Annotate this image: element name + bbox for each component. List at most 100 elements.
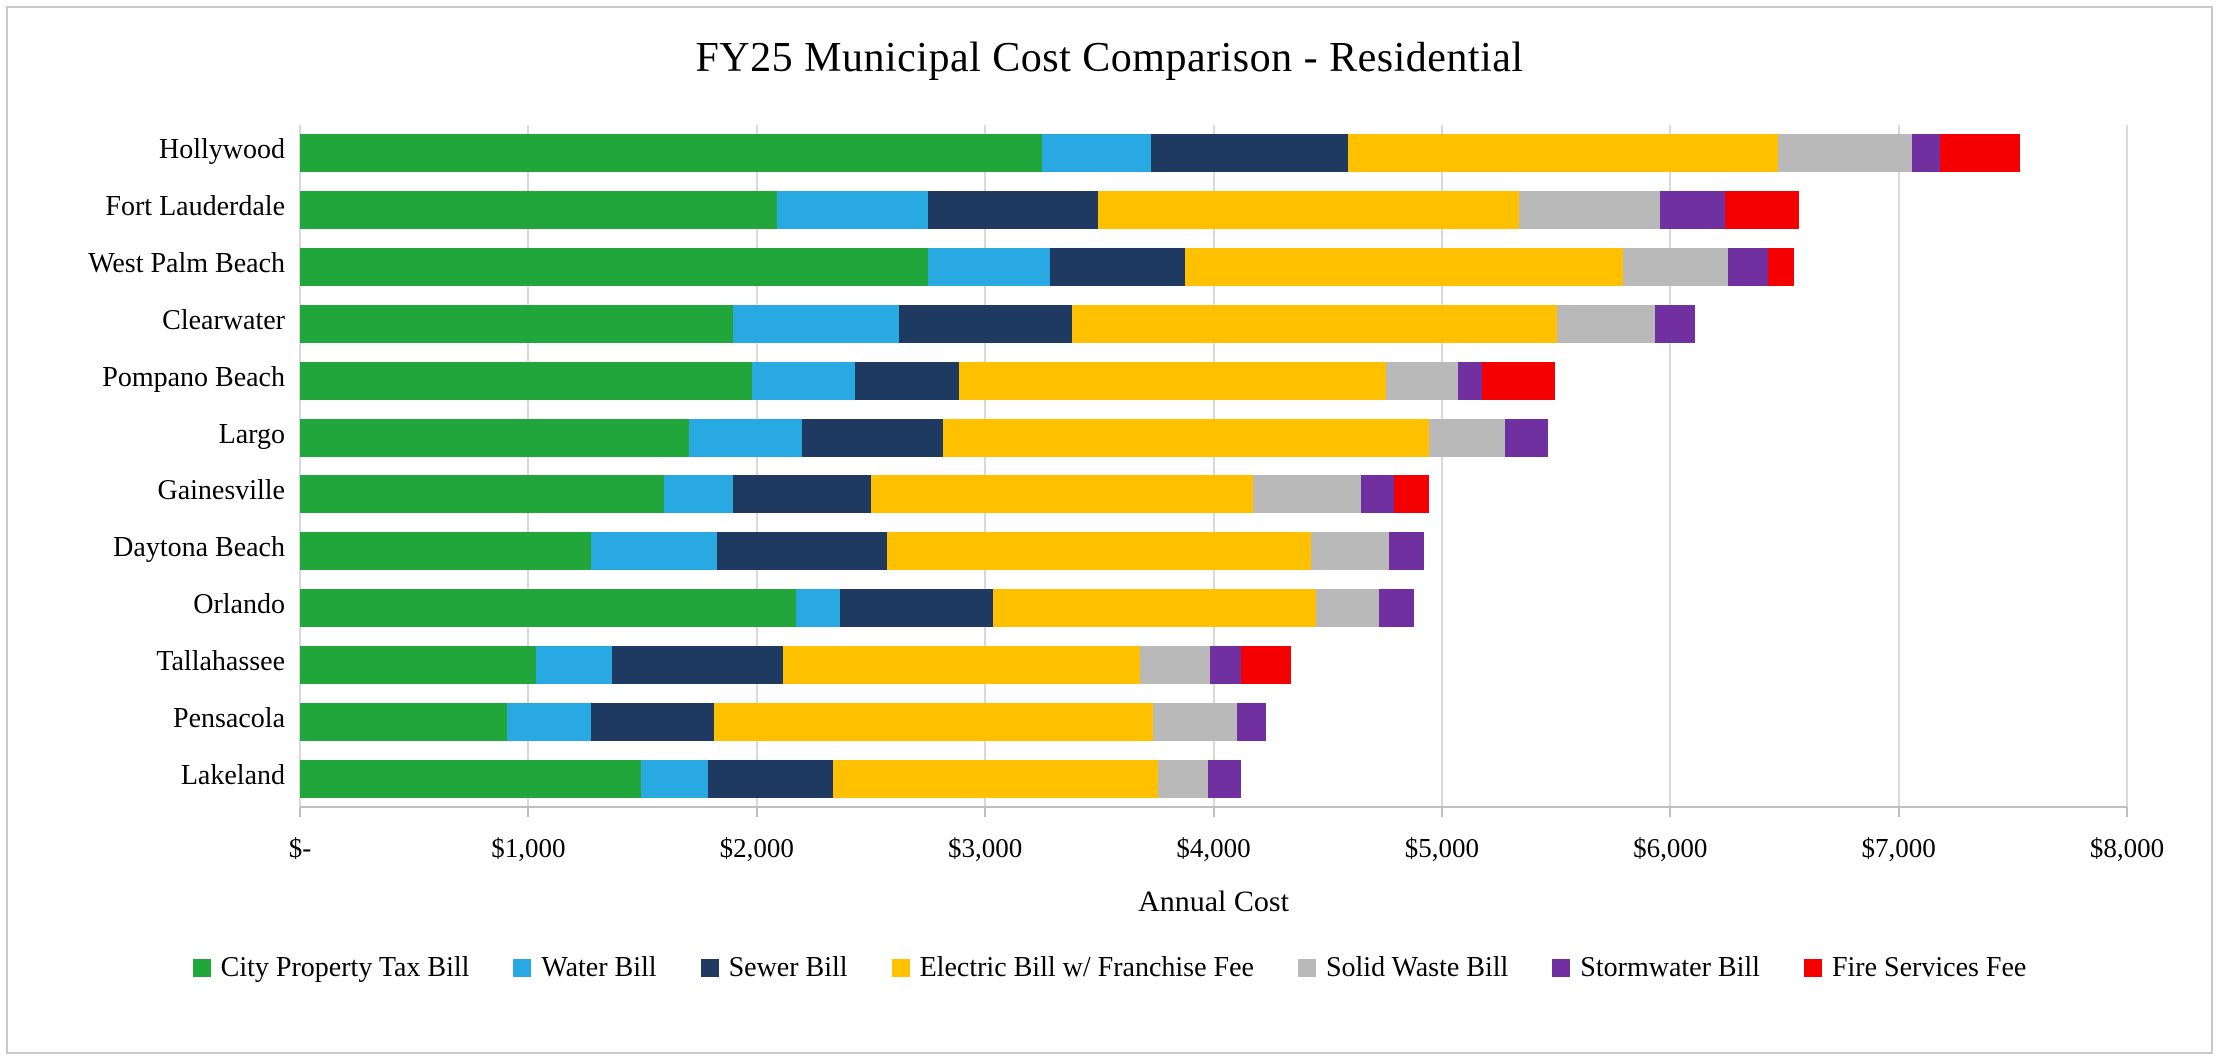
bar-segment-sewer-bill (1050, 248, 1185, 287)
bar-segment-city-property-tax-bill (300, 475, 665, 514)
category-label: Pompano Beach (102, 361, 285, 393)
bar-segment-electric-bill-w-franchise-fee (870, 475, 1254, 514)
gridline (1897, 125, 1900, 807)
bar-segment-city-property-tax-bill (300, 589, 796, 628)
category-label: Lakeland (180, 759, 285, 791)
bar-segment-water-bill (641, 759, 708, 798)
legend-swatch (1803, 959, 1822, 977)
bar-segment-solid-waste-bill (1310, 532, 1390, 571)
bar-row (300, 304, 1696, 343)
bar-segment-stormwater-bill (1237, 702, 1266, 741)
gridline (1440, 125, 1443, 807)
bar-segment-sewer-bill (611, 645, 783, 684)
legend-label: Stormwater Bill (1580, 952, 1760, 983)
x-tick-mark (2126, 807, 2128, 817)
category-label: Gainesville (157, 475, 285, 507)
x-tick-label: $2,000 (719, 833, 794, 863)
bar-segment-stormwater-bill (1457, 361, 1482, 400)
bar-row (300, 589, 1415, 628)
x-tick-mark (1669, 807, 1672, 817)
bar-segment-electric-bill-w-franchise-fee (958, 361, 1386, 400)
category-label: Pensacola (173, 702, 285, 734)
bar-segment-stormwater-bill (1504, 418, 1549, 457)
category-label: Fort Lauderdale (105, 191, 285, 223)
bar-segment-stormwater-bill (1912, 134, 1940, 173)
bar-segment-electric-bill-w-franchise-fee (993, 589, 1317, 628)
bar-segment-electric-bill-w-franchise-fee (783, 645, 1141, 684)
bar-segment-fire-services-fee (1768, 248, 1794, 287)
category-label: Orlando (193, 589, 285, 621)
x-tick-label: $4,000 (1176, 833, 1251, 863)
bar-segment-water-bill (664, 475, 733, 514)
bar-segment-electric-bill-w-franchise-fee (1071, 304, 1558, 343)
bar-segment-sewer-bill (1150, 134, 1349, 173)
bar-segment-stormwater-bill (1655, 304, 1696, 343)
bar-segment-solid-waste-bill (1316, 589, 1380, 628)
bar-segment-fire-services-fee (1939, 134, 2020, 173)
x-tick-mark (1440, 807, 1443, 817)
bar-segment-sewer-bill (840, 589, 994, 628)
legend-item: Sewer Bill (700, 952, 848, 984)
bar-segment-electric-bill-w-franchise-fee (886, 532, 1311, 571)
category-label: Largo (218, 418, 285, 450)
x-tick-label: $8,000 (2089, 833, 2165, 863)
bar-segment-stormwater-bill (1210, 645, 1241, 684)
bar-segment-solid-waste-bill (1385, 361, 1458, 400)
legend-label: Water Bill (541, 952, 657, 983)
bar-segment-solid-waste-bill (1777, 134, 1913, 173)
gridline (755, 125, 758, 807)
bar-segment-solid-waste-bill (1429, 418, 1505, 457)
bar-row (300, 418, 1549, 457)
bar-segment-sewer-bill (591, 702, 715, 741)
bar-segment-water-bill (752, 361, 855, 400)
bar-segment-water-bill (689, 418, 803, 457)
legend-label: Fire Services Fee (1831, 952, 2027, 983)
bar-segment-stormwater-bill (1389, 532, 1424, 571)
bar-segment-city-property-tax-bill (300, 134, 1043, 173)
gridline (984, 125, 987, 807)
bar-segment-electric-bill-w-franchise-fee (1184, 248, 1624, 287)
bar-row (300, 191, 1800, 230)
bar-row (300, 532, 1424, 571)
x-tick-mark (984, 807, 987, 817)
bar-segment-solid-waste-bill (1557, 304, 1656, 343)
gridline (527, 125, 530, 807)
bar-row (300, 134, 2020, 173)
legend-label: City Property Tax Bill (220, 952, 470, 983)
bar-segment-stormwater-bill (1207, 759, 1241, 798)
bar-segment-fire-services-fee (1393, 475, 1430, 514)
bar-segment-city-property-tax-bill (300, 304, 733, 343)
bar-segment-electric-bill-w-franchise-fee (942, 418, 1430, 457)
bar-segment-water-bill (506, 702, 592, 741)
bar-row (300, 645, 1292, 684)
legend-swatch (192, 959, 211, 977)
legend-item: Stormwater Bill (1552, 952, 1760, 984)
bar-segment-city-property-tax-bill (300, 759, 642, 798)
bar-segment-water-bill (928, 248, 1051, 287)
category-label: Tallahassee (156, 645, 285, 677)
bar-segment-water-bill (591, 532, 717, 571)
category-label: Daytona Beach (113, 532, 285, 564)
bar-segment-sewer-bill (716, 532, 887, 571)
legend-swatch (891, 959, 910, 977)
x-tick-label: $5,000 (1404, 833, 1479, 863)
bar-segment-city-property-tax-bill (300, 191, 778, 230)
bar-segment-water-bill (777, 191, 929, 230)
bar-segment-sewer-bill (802, 418, 943, 457)
legend-item: Fire Services Fee (1803, 952, 2027, 984)
x-tick-label: $1,000 (491, 833, 566, 863)
legend-item: Electric Bill w/ Franchise Fee (891, 952, 1254, 984)
gridline (1212, 125, 1215, 807)
legend-label: Sewer Bill (728, 952, 848, 983)
x-tick-label: $6,000 (1633, 833, 1708, 863)
bar-segment-city-property-tax-bill (300, 361, 753, 400)
bar-row (300, 361, 1555, 400)
x-tick-mark (1897, 807, 1900, 817)
bar-segment-solid-waste-bill (1253, 475, 1361, 514)
gridline (1669, 125, 1672, 807)
x-tick-mark (1212, 807, 1215, 817)
bar-segment-solid-waste-bill (1623, 248, 1729, 287)
bar-segment-city-property-tax-bill (300, 248, 929, 287)
x-tick-label: $7,000 (1861, 833, 1936, 863)
